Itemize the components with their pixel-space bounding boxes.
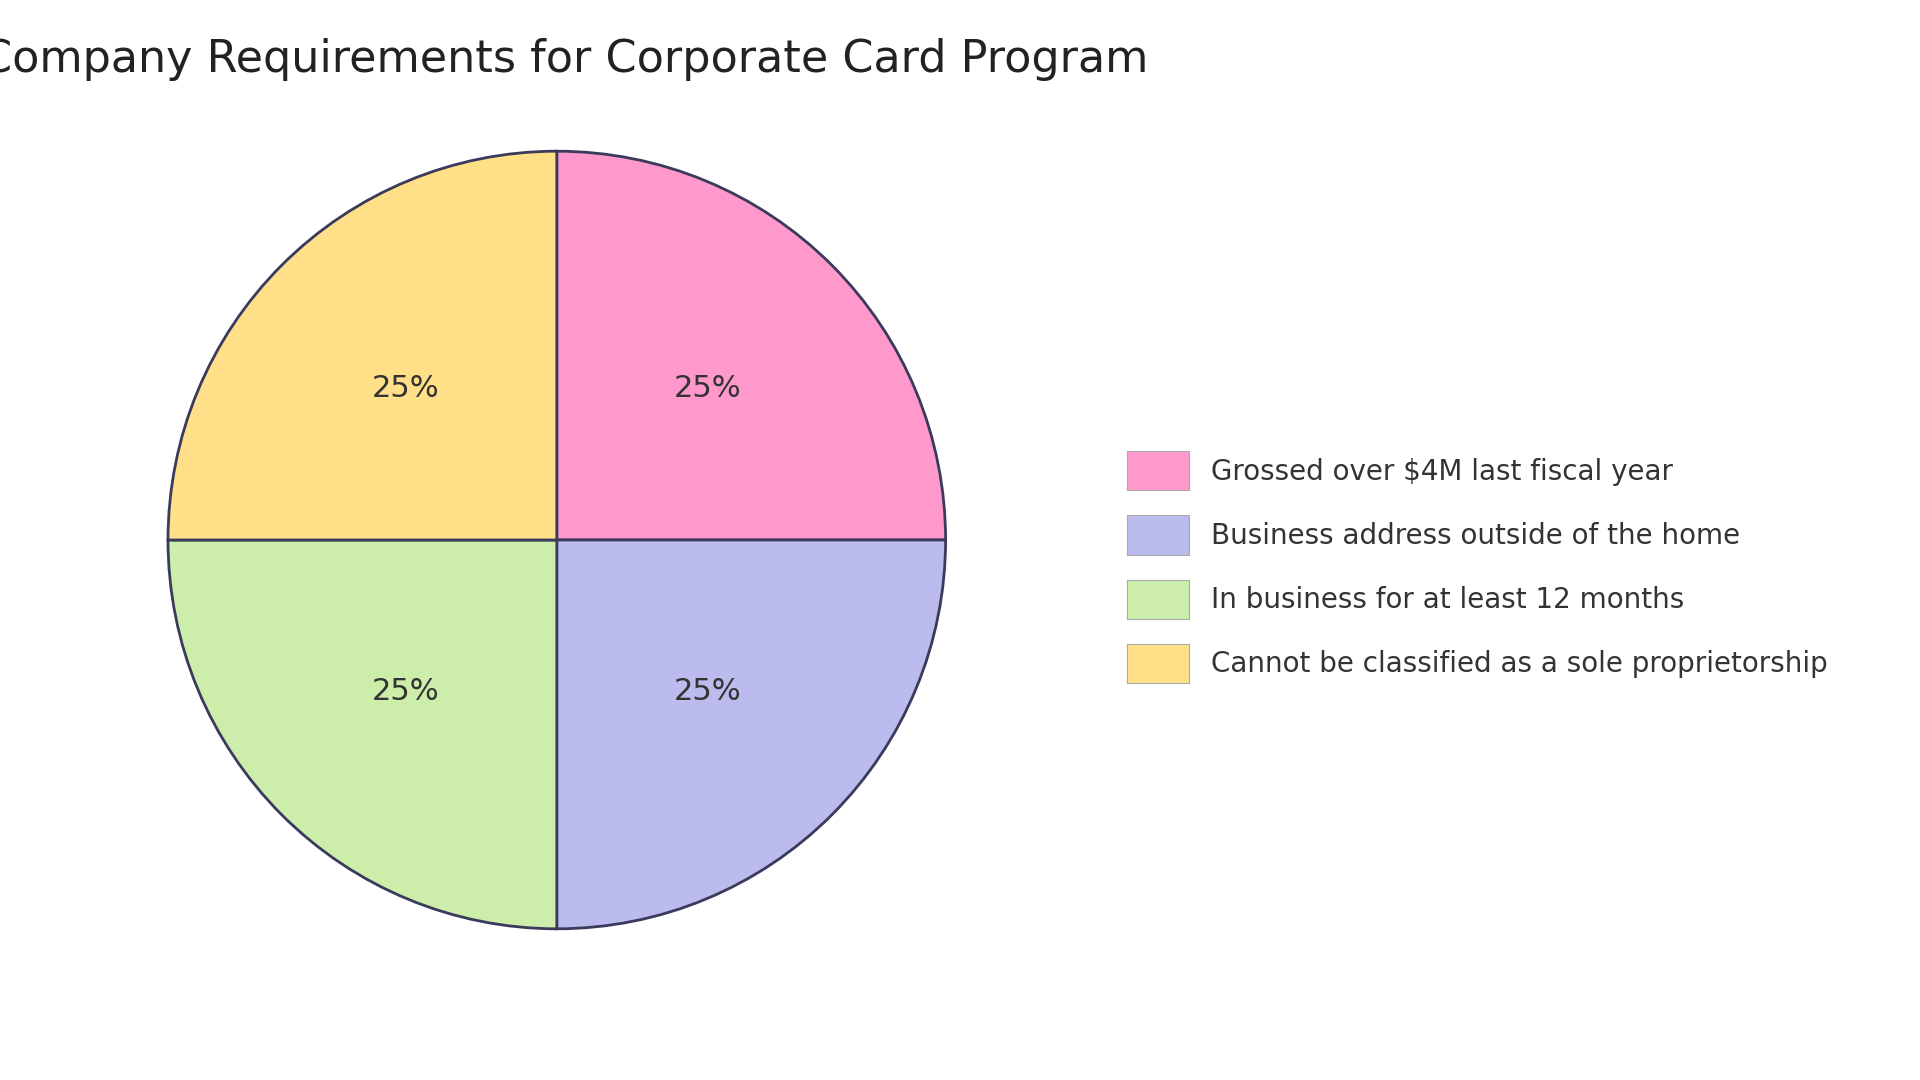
Text: 25%: 25% xyxy=(372,375,440,403)
Text: 25%: 25% xyxy=(674,677,741,705)
Text: 25%: 25% xyxy=(372,677,440,705)
Wedge shape xyxy=(557,540,945,929)
Wedge shape xyxy=(557,151,945,540)
Legend: Grossed over $4M last fiscal year, Business address outside of the home, In busi: Grossed over $4M last fiscal year, Busin… xyxy=(1127,450,1828,684)
Text: Company Requirements for Corporate Card Program: Company Requirements for Corporate Card … xyxy=(0,38,1148,81)
Wedge shape xyxy=(167,151,557,540)
Wedge shape xyxy=(167,540,557,929)
Text: 25%: 25% xyxy=(674,375,741,403)
